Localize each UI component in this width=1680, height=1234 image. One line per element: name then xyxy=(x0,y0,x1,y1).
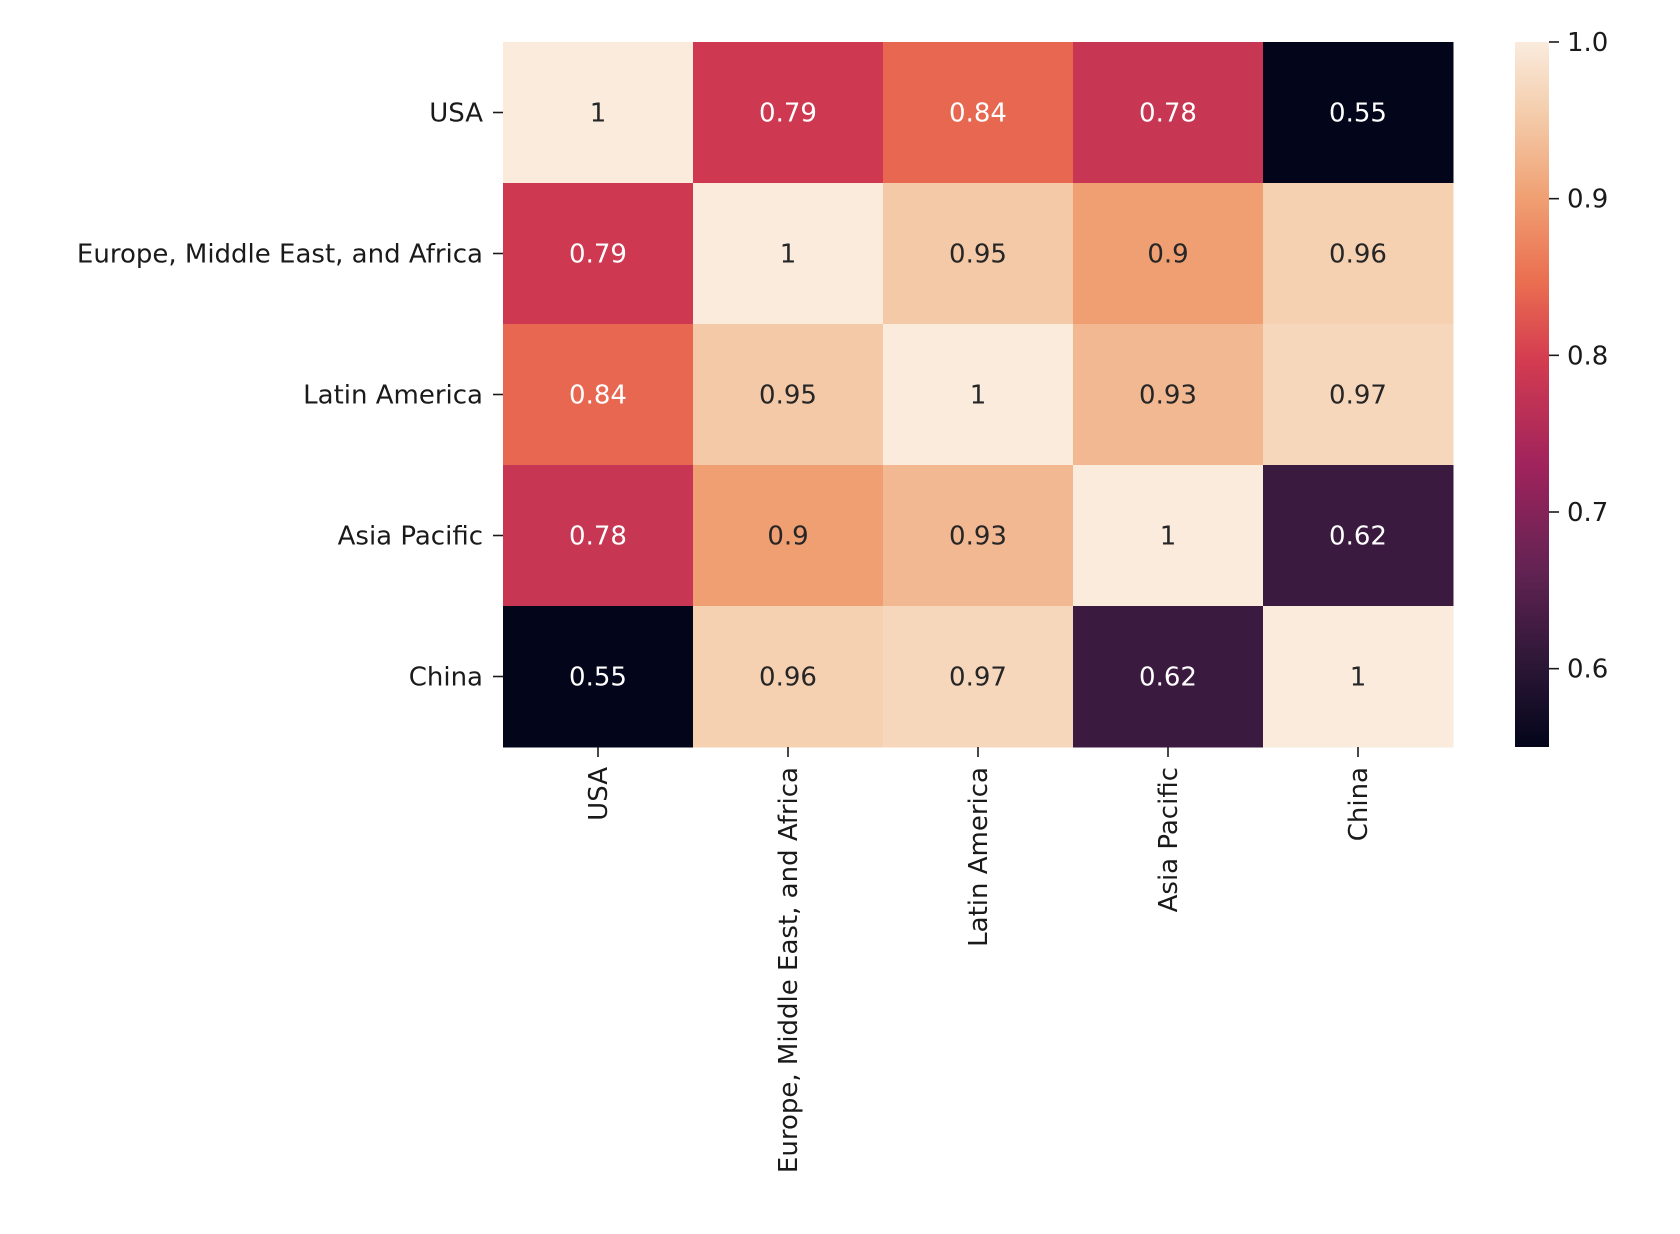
cell-value-label-r1-c2: 0.95 xyxy=(949,240,1007,270)
y-tick-label-1: Europe, Middle East, and Africa xyxy=(77,240,483,270)
heatmap-cell-r3-c4 xyxy=(1263,465,1454,607)
y-tick-label-2: Latin America xyxy=(303,381,483,411)
colorbar-tick-label-3: 0.9 xyxy=(1567,185,1608,215)
heatmap-cell-r0-c4 xyxy=(1263,42,1454,184)
cell-value-label-r4-c2: 0.97 xyxy=(949,663,1007,693)
heatmap-cell-r2-c4 xyxy=(1263,324,1454,466)
x-tick-label-2: Latin America xyxy=(964,767,994,947)
heatmap-cell-r1-c1 xyxy=(693,183,884,325)
cell-value-label-r4-c3: 0.62 xyxy=(1139,663,1197,693)
cell-value-label-r0-c1: 0.79 xyxy=(759,99,817,129)
heatmap-cell-r2-c0 xyxy=(503,324,694,466)
y-tick-label-0: USA xyxy=(429,99,483,129)
heatmap-cell-r3-c3 xyxy=(1073,465,1264,607)
x-tick-label-4: China xyxy=(1344,767,1374,841)
cell-value-label-r2-c2: 1 xyxy=(970,381,987,411)
heatmap-cell-r4-c3 xyxy=(1073,606,1264,748)
heatmap-cell-r4-c0 xyxy=(503,606,694,748)
cell-value-label-r1-c1: 1 xyxy=(780,240,797,270)
colorbar: 0.6 0.7 0.8 0.9 1.0 xyxy=(1515,28,1608,747)
colorbar-tick-label-2: 0.8 xyxy=(1567,341,1608,371)
heatmap-cell-labels: 1 0.79 0.84 0.78 0.55 0.79 1 0.95 0.9 0.96 0.84 0.9… xyxy=(569,99,1387,693)
heatmap-cell-r3-c2 xyxy=(883,465,1074,607)
heatmap-cell-r1-c0 xyxy=(503,183,694,325)
heatmap-cell-r0-c2 xyxy=(883,42,1074,184)
heatmap-cell-r1-c2 xyxy=(883,183,1074,325)
cell-value-label-r4-c1: 0.96 xyxy=(759,663,817,693)
cell-value-label-r1-c4: 0.96 xyxy=(1329,240,1387,270)
cell-value-label-r0-c4: 0.55 xyxy=(1329,99,1387,129)
cell-value-label-r1-c3: 0.9 xyxy=(1147,240,1188,270)
heatmap-cell-r2-c2 xyxy=(883,324,1074,466)
heatmap-cell-r4-c4 xyxy=(1263,606,1454,748)
x-tick-label-3: Asia Pacific xyxy=(1154,767,1184,912)
heatmap-cell-r4-c1 xyxy=(693,606,884,748)
x-tick-label-0: USA xyxy=(584,767,614,821)
heatmap-cell-r2-c3 xyxy=(1073,324,1264,466)
colorbar-gradient xyxy=(1515,42,1549,747)
cell-value-label-r2-c4: 0.97 xyxy=(1329,381,1387,411)
cell-value-label-r2-c1: 0.95 xyxy=(759,381,817,411)
cell-value-label-r3-c0: 0.78 xyxy=(569,522,627,552)
x-axis: USA Europe, Middle East, and Africa Latin … xyxy=(584,747,1374,1173)
heatmap-cell-r4-c2 xyxy=(883,606,1074,748)
heatmap-cell-r0-c3 xyxy=(1073,42,1264,184)
cell-value-label-r4-c0: 0.55 xyxy=(569,663,627,693)
x-tick-label-1: Europe, Middle East, and Africa xyxy=(774,767,804,1173)
cell-value-label-r4-c4: 1 xyxy=(1350,663,1367,693)
cell-value-label-r3-c2: 0.93 xyxy=(949,522,1007,552)
heatmap-cells xyxy=(503,42,1454,748)
cell-value-label-r0-c3: 0.78 xyxy=(1139,99,1197,129)
cell-value-label-r1-c0: 0.79 xyxy=(569,240,627,270)
cell-value-label-r3-c4: 0.62 xyxy=(1329,522,1387,552)
heatmap-cell-r3-c0 xyxy=(503,465,694,607)
y-tick-label-3: Asia Pacific xyxy=(338,522,483,552)
heatmap-cell-r0-c0 xyxy=(503,42,694,184)
y-tick-label-4: China xyxy=(409,663,483,693)
colorbar-tick-label-1: 0.7 xyxy=(1567,498,1608,528)
cell-value-label-r0-c2: 0.84 xyxy=(949,99,1007,129)
colorbar-tick-label-0: 0.6 xyxy=(1567,655,1608,685)
cell-value-label-r3-c3: 1 xyxy=(1160,522,1177,552)
heatmap-cell-r0-c1 xyxy=(693,42,884,184)
heatmap-cell-r3-c1 xyxy=(693,465,884,607)
cell-value-label-r0-c0: 1 xyxy=(590,99,607,129)
heatmap-cell-r1-c4 xyxy=(1263,183,1454,325)
heatmap-cell-r1-c3 xyxy=(1073,183,1264,325)
cell-value-label-r2-c0: 0.84 xyxy=(569,381,627,411)
cell-value-label-r2-c3: 0.93 xyxy=(1139,381,1197,411)
colorbar-tick-label-4: 1.0 xyxy=(1567,28,1608,58)
y-axis: USA Europe, Middle East, and Africa Latin … xyxy=(77,99,503,693)
heatmap-cell-r2-c1 xyxy=(693,324,884,466)
cell-value-label-r3-c1: 0.9 xyxy=(767,522,808,552)
